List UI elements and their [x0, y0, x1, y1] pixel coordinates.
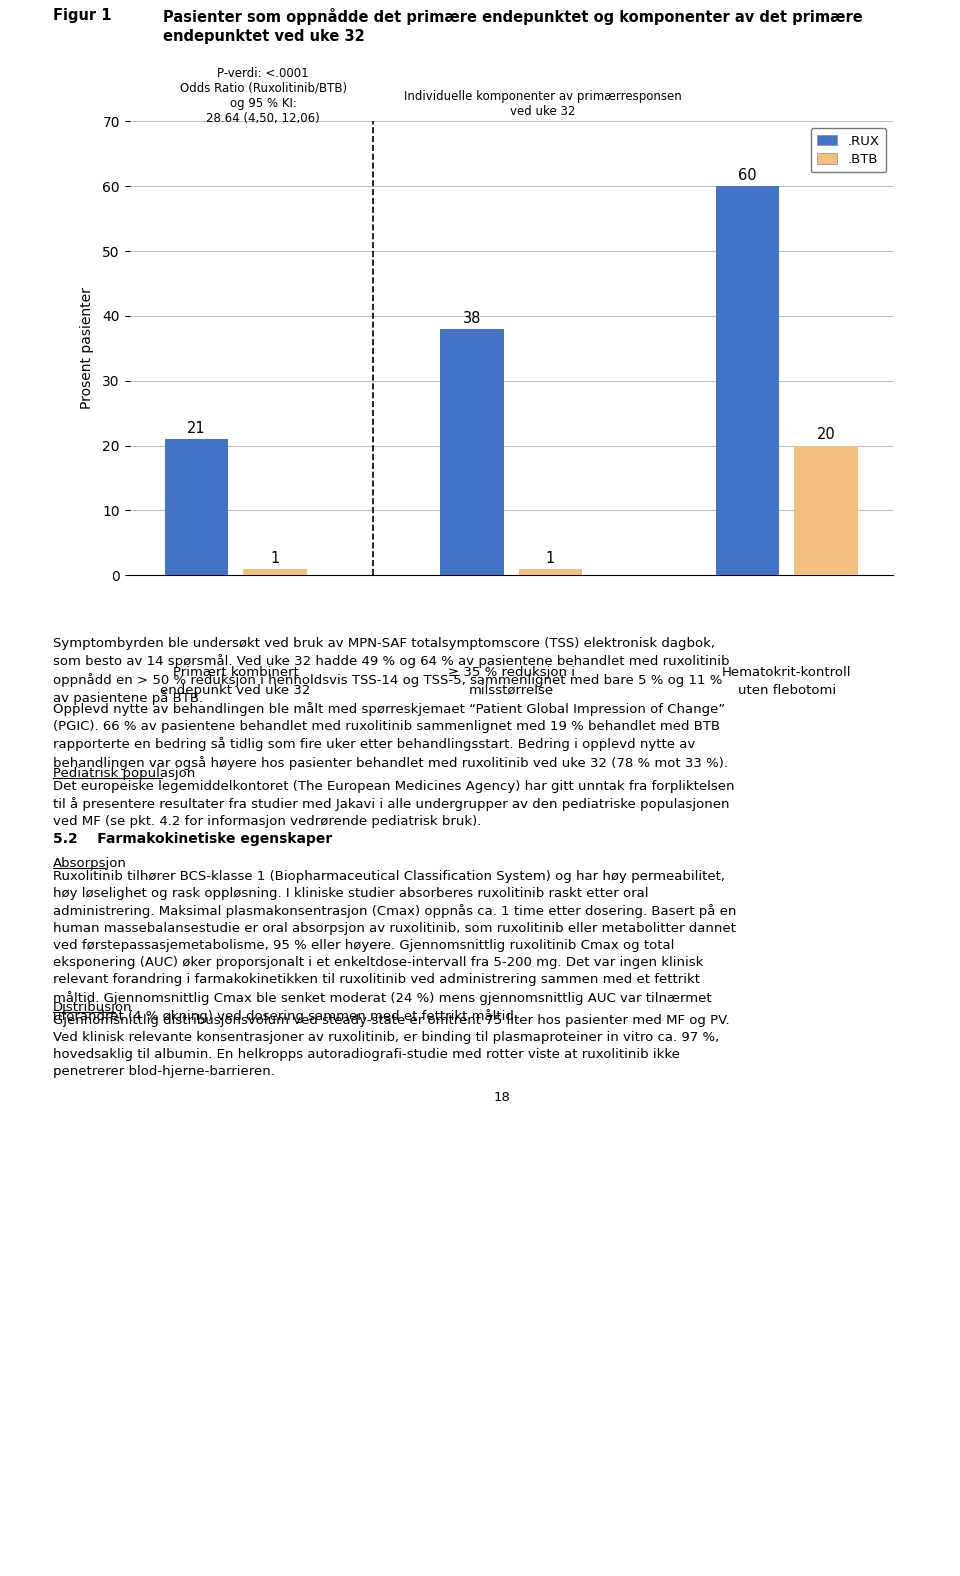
Text: Gjennomsnittlig distribusjonsvolum ved steady-state er omtrent 75 liter hos pasi: Gjennomsnittlig distribusjonsvolum ved s…: [53, 1015, 730, 1078]
Text: 20: 20: [817, 427, 835, 443]
Text: P-verdi: <.0001
Odds Ratio (Ruxolitinib/BTB)
og 95 % KI:
28.64 (4,50, 12,06): P-verdi: <.0001 Odds Ratio (Ruxolitinib/…: [180, 66, 347, 125]
Bar: [518, 569, 582, 575]
Legend: .RUX, .BTB: .RUX, .BTB: [810, 128, 886, 172]
Text: Pasienter som oppnådde det primære endepunktet og komponenter av det primære
end: Pasienter som oppnådde det primære endep…: [163, 8, 863, 44]
Text: Distribusjon: Distribusjon: [53, 1001, 132, 1013]
Text: Primært kombinert
endepunkt ved uke 32: Primært kombinert endepunkt ved uke 32: [160, 667, 311, 697]
Text: 60: 60: [738, 169, 756, 183]
Text: 1: 1: [546, 550, 555, 566]
Text: Pediatrisk populasjon: Pediatrisk populasjon: [53, 768, 195, 780]
Text: Individuelle komponenter av primærresponsen
ved uke 32: Individuelle komponenter av primærrespon…: [404, 90, 682, 118]
Bar: [243, 569, 306, 575]
Text: 38: 38: [463, 310, 481, 326]
Text: Ruxolitinib tilhører BCS-klasse 1 (Biopharmaceutical Classification System) og h: Ruxolitinib tilhører BCS-klasse 1 (Bioph…: [53, 870, 736, 1023]
Bar: [716, 186, 780, 575]
Text: 5.2    Farmakokinetiske egenskaper: 5.2 Farmakokinetiske egenskaper: [53, 832, 332, 846]
Text: 21: 21: [187, 421, 205, 437]
Text: ≥ 35 % reduksjon i
milsstørrelse: ≥ 35 % reduksjon i milsstørrelse: [447, 667, 575, 697]
Text: 1: 1: [270, 550, 279, 566]
Text: 18: 18: [493, 1091, 510, 1105]
Bar: [164, 440, 228, 575]
Text: Figur 1: Figur 1: [53, 8, 111, 24]
Bar: [441, 329, 504, 575]
Text: Symptombyrden ble undersøkt ved bruk av MPN-SAF totalsymptomscore (TSS) elektron: Symptombyrden ble undersøkt ved bruk av …: [53, 637, 730, 704]
Bar: [794, 446, 858, 575]
Text: Hematokrit-kontroll
uten flebotomi: Hematokrit-kontroll uten flebotomi: [722, 667, 852, 697]
Text: Det europeiske legemiddelkontoret (The European Medicines Agency) har gitt unnta: Det europeiske legemiddelkontoret (The E…: [53, 780, 734, 829]
Text: Absorpsjon: Absorpsjon: [53, 857, 127, 870]
Text: Opplevd nytte av behandlingen ble målt med spørreskjemaet “Patient Global Impres: Opplevd nytte av behandlingen ble målt m…: [53, 701, 728, 769]
Y-axis label: Prosent pasienter: Prosent pasienter: [80, 287, 94, 410]
